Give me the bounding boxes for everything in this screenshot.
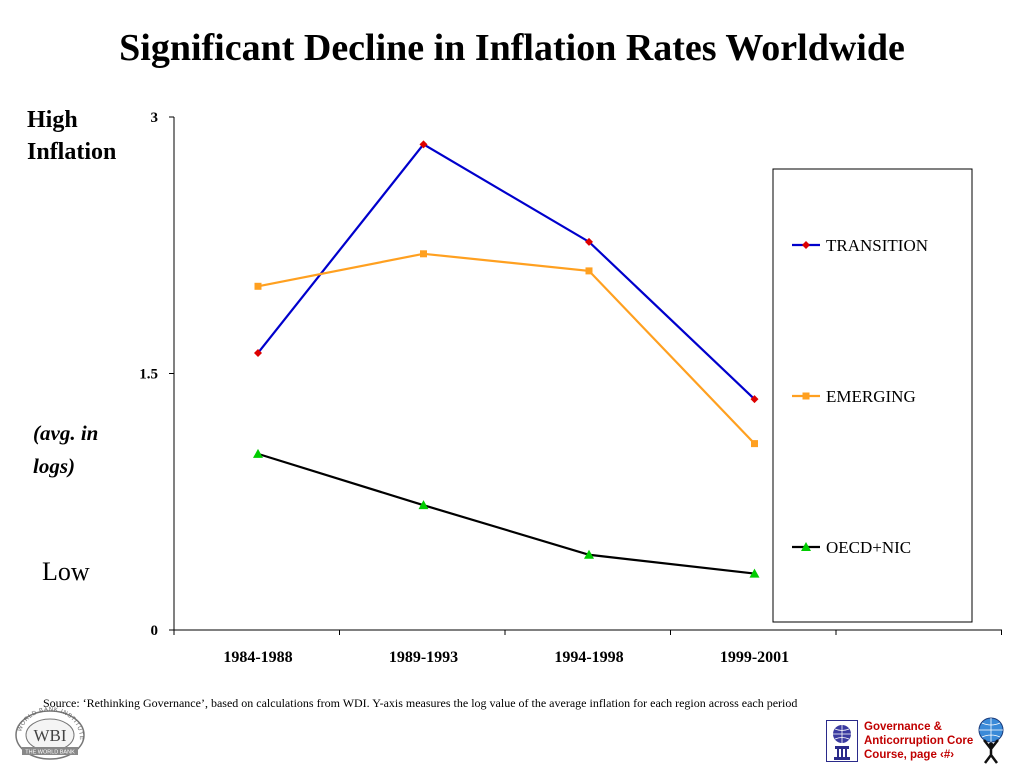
data-point-transition: [750, 395, 759, 404]
legend-swatch-marker: [801, 542, 811, 551]
avg-label-line2: logs): [33, 454, 75, 478]
data-point-transition: [419, 140, 428, 149]
data-point-oecd-nic: [749, 568, 760, 578]
x-tick-label: 1994-1998: [554, 649, 623, 666]
data-point-oecd-nic: [584, 549, 594, 559]
series-line-oecd-nic: [257, 452, 755, 575]
wbi-sub-text: THE WORLD BANK: [25, 750, 75, 756]
legend-swatch-marker: [802, 241, 810, 249]
series-line-transition: [257, 142, 756, 400]
source-note: Source: ‘Rethinking Governance’, based o…: [43, 696, 798, 710]
globe-pillar-icon: [826, 720, 858, 762]
high-label-line2: Inflation: [27, 139, 117, 165]
slide-title: Significant Decline in Inflation Rates W…: [119, 27, 905, 69]
y-tick-label: 0: [151, 623, 159, 639]
data-point-transition: [585, 237, 593, 246]
footer-line3: Course, page ‹#›: [864, 749, 955, 761]
data-point-oecd-nic: [253, 448, 263, 458]
legend-label: OECD+NIC: [826, 538, 911, 557]
x-tick-label: 1984-1988: [223, 649, 292, 666]
data-point-emerging: [585, 267, 593, 275]
legend-label: TRANSITION: [826, 236, 928, 255]
footer-line2: Anticorruption Core: [864, 735, 974, 747]
avg-logs-label: (avg. in logs): [33, 417, 98, 483]
data-point-transition: [254, 348, 262, 357]
atlas-globe-icon: [978, 717, 1004, 764]
data-point-emerging: [420, 250, 427, 258]
data-point-emerging: [254, 282, 262, 290]
footer-line1: Governance &: [864, 721, 942, 733]
x-tick-label: 1989-1993: [389, 649, 458, 666]
wbi-logo-text: WBI: [33, 726, 66, 745]
high-label-line1: High: [27, 107, 78, 133]
data-point-emerging: [751, 440, 758, 448]
y-tick-label: 1.5: [139, 367, 158, 383]
y-tick-label: 3: [151, 110, 159, 126]
low-label: Low: [42, 557, 90, 586]
data-point-oecd-nic: [418, 500, 429, 510]
inflation-chart: 0 1.5 3 1984-1988 1989-1993 1994-1998 1999-200…: [139, 110, 1002, 666]
avg-label-line1: (avg. in: [33, 421, 99, 445]
wbi-logo: WORLD BANK INSTITUTE WBI THE WORLD BANK: [15, 707, 85, 760]
high-inflation-label: High Inflation: [27, 104, 116, 168]
course-footer: Governance & Anticorruption Core Course,…: [864, 720, 973, 762]
series-line-emerging: [257, 252, 756, 445]
legend-swatch-marker: [802, 392, 810, 400]
x-tick-label: 1999-2001: [720, 649, 789, 666]
legend-label: EMERGING: [826, 387, 916, 406]
